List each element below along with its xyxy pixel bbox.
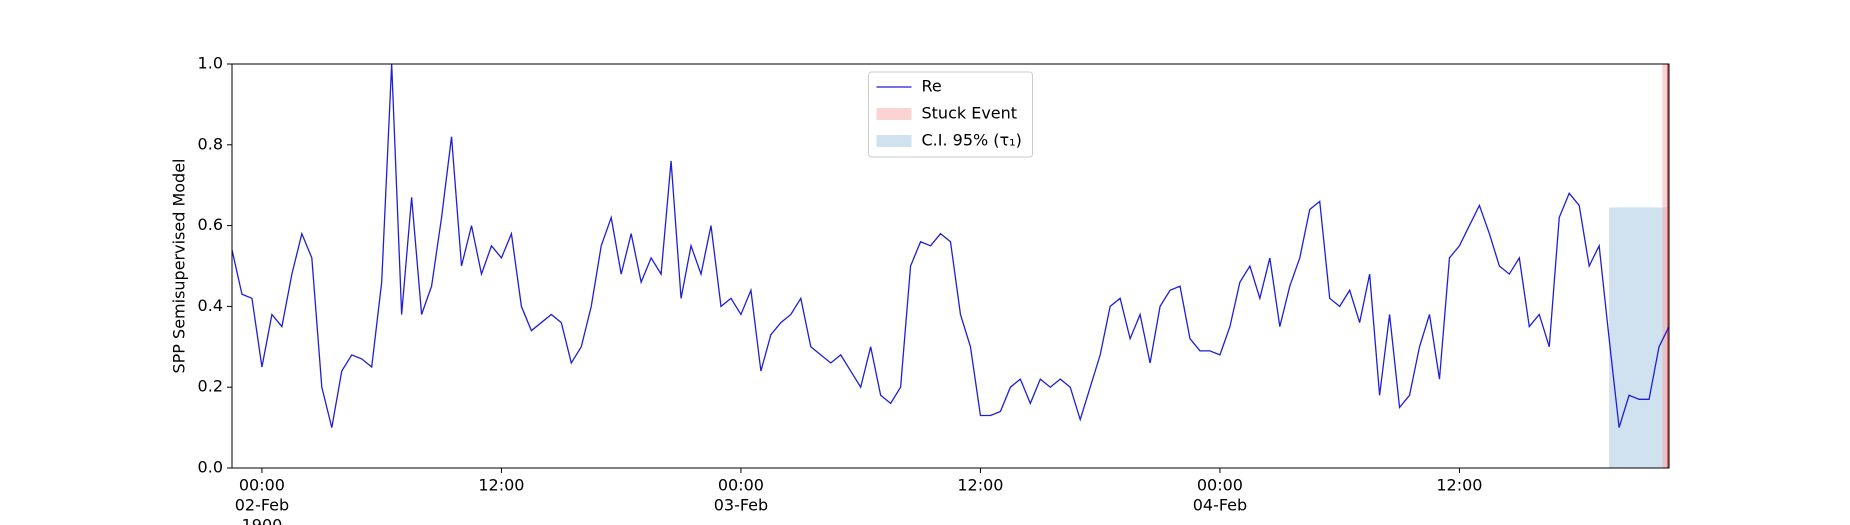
y-axis-label: SPP Semisupervised Model bbox=[170, 159, 189, 374]
band bbox=[1609, 207, 1669, 469]
y-tick-label: 0.6 bbox=[198, 215, 223, 234]
legend-patch bbox=[876, 135, 912, 147]
x-tick-label: 00:00 bbox=[718, 476, 764, 495]
y-tick-label: 0.0 bbox=[198, 458, 223, 477]
x-tick-label: 00:00 bbox=[239, 476, 285, 495]
plot-frame bbox=[231, 63, 1670, 469]
x-tick-label: 04-Feb bbox=[1193, 496, 1247, 515]
legend-label: Re bbox=[922, 77, 942, 96]
x-tick-label: 12:00 bbox=[478, 476, 524, 495]
y-tick-label: 0.2 bbox=[198, 377, 223, 396]
legend-label: Stuck Event bbox=[922, 104, 1018, 123]
band bbox=[1662, 64, 1669, 468]
legend-label: C.I. 95% (τ₁) bbox=[922, 131, 1022, 150]
y-tick-label: 1.0 bbox=[198, 54, 223, 73]
x-tick-label: 12:00 bbox=[1436, 476, 1482, 495]
x-tick-label: 12:00 bbox=[957, 476, 1003, 495]
x-tick-label: 1900 bbox=[242, 516, 283, 525]
x-tick-label: 02-Feb bbox=[235, 496, 289, 515]
x-tick-label: 03-Feb bbox=[714, 496, 768, 515]
x-tick-label: 00:00 bbox=[1197, 476, 1243, 495]
y-tick-label: 0.4 bbox=[198, 296, 223, 315]
legend-patch bbox=[876, 108, 912, 120]
y-tick-label: 0.8 bbox=[198, 134, 223, 153]
line bbox=[231, 63, 1670, 428]
